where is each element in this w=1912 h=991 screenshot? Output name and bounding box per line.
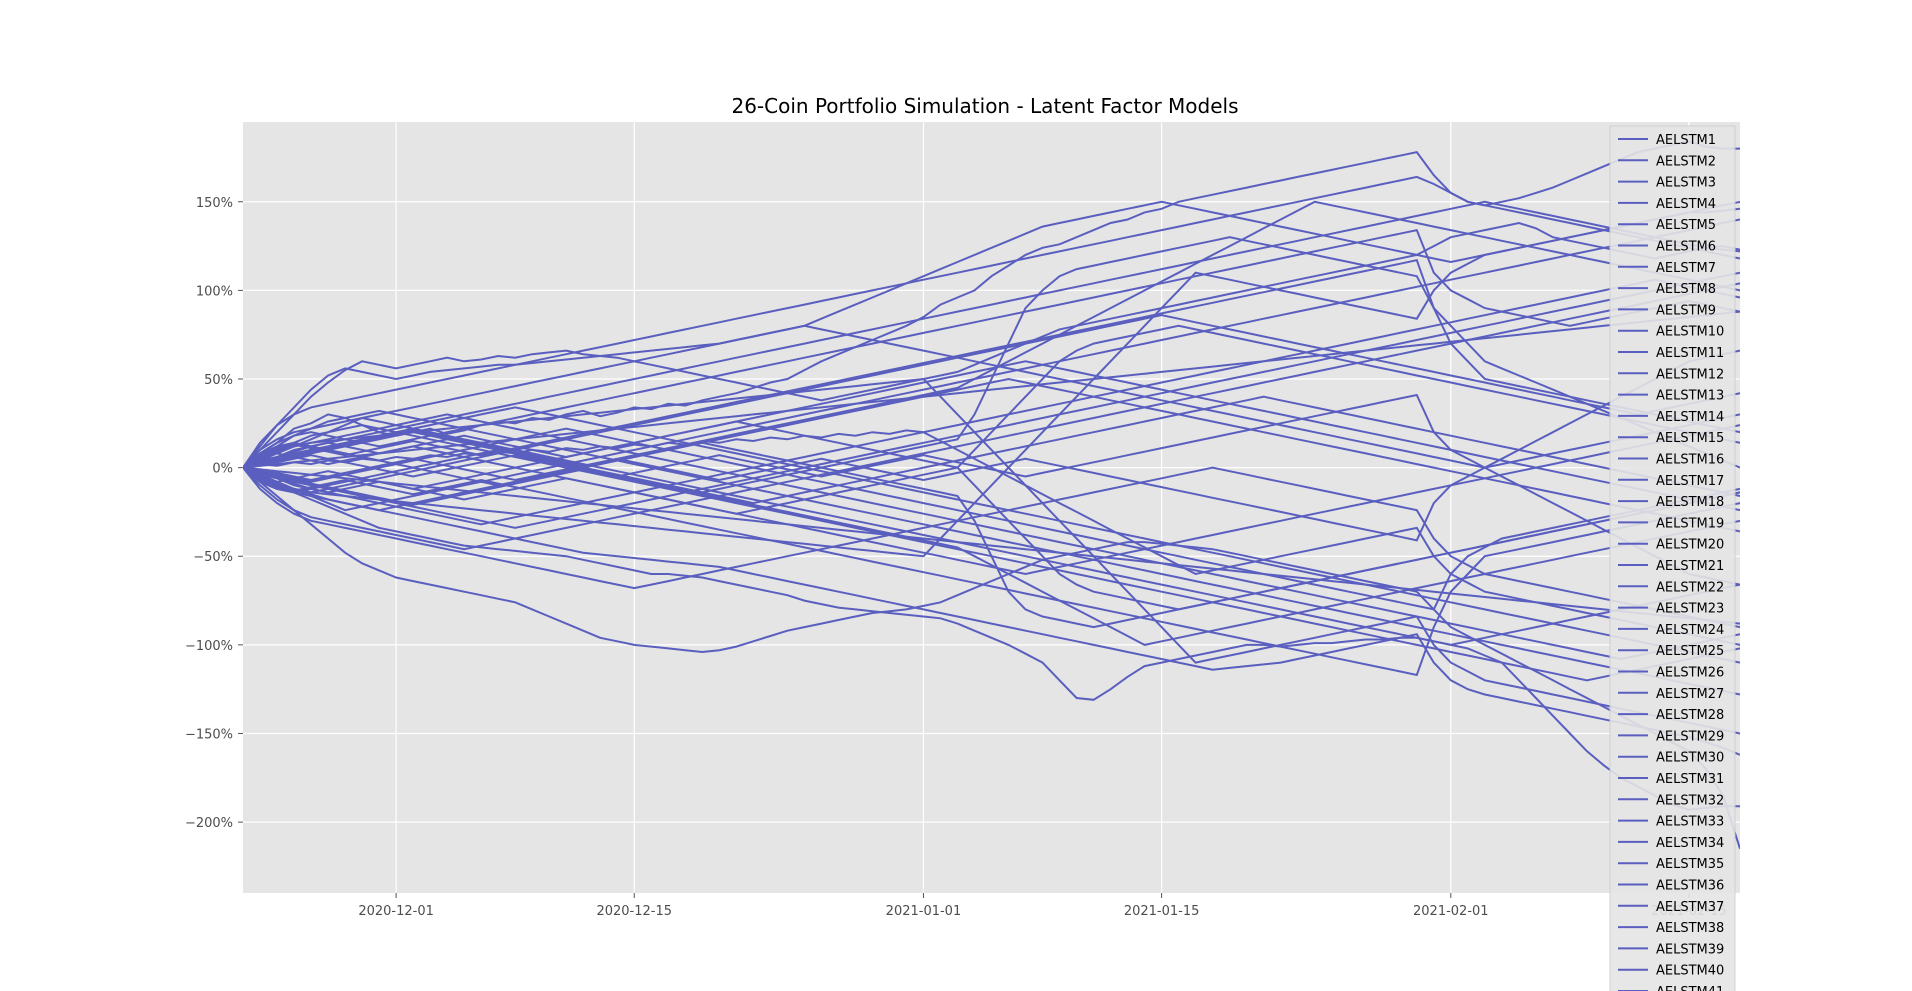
legend-label: AELSTM9 [1656,303,1716,318]
legend-label: AELSTM23 [1656,602,1724,617]
legend-label: AELSTM12 [1656,367,1724,382]
y-tick-label: −200% [185,816,233,831]
legend-label: AELSTM27 [1656,687,1724,702]
legend-label: AELSTM34 [1656,836,1724,851]
legend-label: AELSTM16 [1656,453,1724,468]
y-tick-label: −150% [185,727,233,742]
x-tick-label: 2021-01-15 [1124,904,1200,919]
legend-label: AELSTM10 [1656,325,1724,340]
legend-label: AELSTM25 [1656,644,1724,659]
y-tick-label: −100% [185,639,233,654]
legend-label: AELSTM35 [1656,857,1724,872]
legend-label: AELSTM22 [1656,580,1724,595]
chart-title: 26-Coin Portfolio Simulation - Latent Fa… [731,94,1238,118]
x-tick-label: 2021-01-01 [886,904,962,919]
legend-label: AELSTM37 [1656,900,1724,915]
y-tick-label: 50% [204,373,233,388]
legend-label: AELSTM1 [1656,133,1716,148]
x-tick-label: 2020-12-01 [358,904,434,919]
legend-label: AELSTM14 [1656,410,1724,425]
legend-label: AELSTM40 [1656,964,1724,979]
legend-label: AELSTM36 [1656,879,1724,894]
x-tick-label: 2021-02-01 [1413,904,1489,919]
legend-label: AELSTM11 [1656,346,1724,361]
legend-label: AELSTM5 [1656,218,1716,233]
legend-label: AELSTM3 [1656,176,1716,191]
legend-label: AELSTM29 [1656,729,1724,744]
legend-label: AELSTM18 [1656,495,1724,510]
legend-label: AELSTM41 [1656,985,1724,991]
legend-label: AELSTM38 [1656,921,1724,936]
legend-label: AELSTM30 [1656,751,1724,766]
legend-label: AELSTM26 [1656,666,1724,681]
legend-label: AELSTM8 [1656,282,1716,297]
legend-label: AELSTM7 [1656,261,1716,276]
legend-label: AELSTM33 [1656,815,1724,830]
legend-label: AELSTM21 [1656,559,1724,574]
legend-label: AELSTM24 [1656,623,1724,638]
legend-label: AELSTM13 [1656,389,1724,404]
legend-label: AELSTM31 [1656,772,1724,787]
y-tick-label: 100% [196,284,233,299]
y-tick-label: 150% [196,196,233,211]
y-tick-label: 0% [212,462,233,477]
legend-label: AELSTM28 [1656,708,1724,723]
legend-label: AELSTM4 [1656,197,1716,212]
legend-label: AELSTM32 [1656,793,1724,808]
legend: AELSTM1 AELSTM2 AELSTM3 AELSTM4 AELSTM5 AELST… [1610,126,1735,991]
legend-label: AELSTM39 [1656,942,1724,957]
x-tick-label: 2020-12-15 [596,904,672,919]
legend-label: AELSTM19 [1656,516,1724,531]
legend-label: AELSTM17 [1656,474,1724,489]
legend-label: AELSTM2 [1656,154,1716,169]
legend-label: AELSTM6 [1656,240,1716,255]
legend-label: AELSTM20 [1656,538,1724,553]
legend-label: AELSTM15 [1656,431,1724,446]
y-tick-label: −50% [193,550,233,565]
